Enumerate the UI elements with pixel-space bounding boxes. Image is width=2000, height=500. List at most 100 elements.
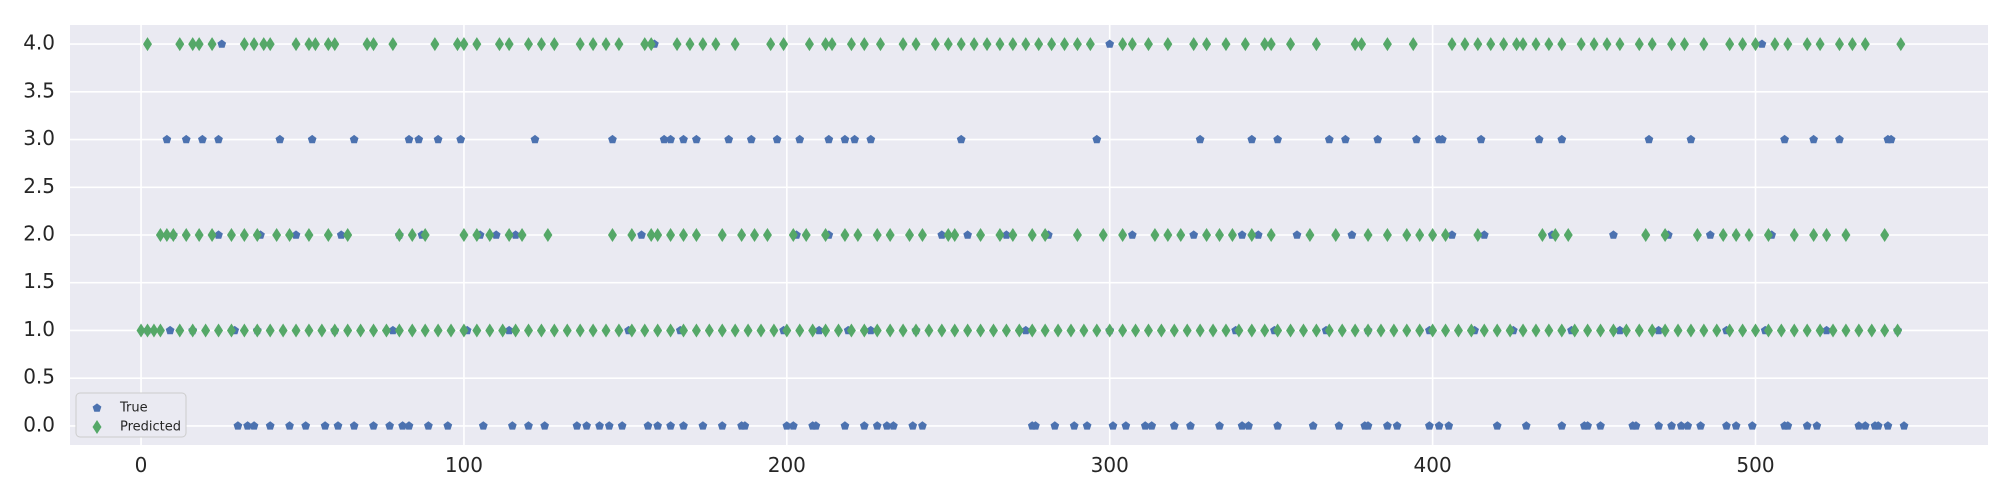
true-point	[1050, 421, 1060, 430]
legend-item-true: True	[92, 401, 148, 416]
predicted-point	[833, 323, 843, 338]
predicted-point	[1466, 323, 1476, 338]
predicted-point	[588, 37, 598, 52]
true-point	[889, 421, 898, 430]
true-point	[840, 134, 850, 144]
predicted-point	[1822, 228, 1832, 242]
true-point	[1557, 134, 1567, 144]
predicted-point	[1692, 228, 1702, 242]
predicted-point	[1221, 37, 1231, 52]
true-point	[918, 421, 927, 430]
true-point	[604, 421, 614, 430]
predicted-point	[672, 37, 682, 52]
predicted-point	[517, 228, 527, 242]
true-point	[840, 421, 850, 430]
predicted-point	[679, 228, 689, 242]
predicted-point	[1615, 37, 1625, 52]
predicted-point	[614, 37, 624, 52]
predicted-point	[1725, 37, 1735, 52]
predicted-point	[885, 323, 895, 338]
predicted-point	[1260, 323, 1270, 338]
predicted-point	[756, 323, 766, 338]
predicted-point	[1763, 323, 1773, 338]
y-tick-label: 1.5	[23, 269, 55, 293]
predicted-point	[1854, 323, 1864, 338]
predicted-point	[433, 323, 443, 338]
predicted-point	[1738, 323, 1748, 338]
predicted-point	[691, 323, 701, 338]
predicted-point	[1331, 228, 1341, 242]
predicted-point	[330, 37, 340, 52]
predicted-point	[1363, 228, 1373, 242]
predicted-point	[766, 37, 776, 52]
predicted-point	[1518, 37, 1528, 52]
y-tick-label: 3.0	[23, 126, 55, 150]
predicted-point	[691, 228, 701, 242]
true-point	[1373, 134, 1383, 144]
predicted-point	[872, 323, 882, 338]
predicted-point	[472, 37, 482, 52]
predicted-point	[898, 323, 908, 338]
true-point	[369, 421, 378, 430]
predicted-point	[459, 37, 469, 52]
predicted-point	[214, 323, 224, 338]
predicted-point	[795, 323, 805, 338]
predicted-point	[601, 37, 611, 52]
predicted-point	[1247, 323, 1257, 338]
predicted-point	[640, 37, 650, 52]
predicted-point	[1563, 228, 1573, 242]
predicted-point	[188, 323, 198, 338]
predicted-point	[1621, 323, 1631, 338]
true-point	[478, 421, 488, 430]
predicted-point	[685, 37, 695, 52]
true-point	[1731, 421, 1741, 430]
predicted-point	[1324, 323, 1334, 338]
predicted-point	[1047, 37, 1057, 52]
y-tick-label: 3.5	[23, 78, 55, 102]
predicted-point	[155, 323, 165, 338]
true-point	[530, 134, 540, 144]
predicted-point	[1512, 37, 1522, 52]
predicted-point	[1415, 323, 1425, 338]
true-point	[1812, 421, 1822, 430]
true-point	[1363, 421, 1373, 430]
predicted-point	[698, 37, 708, 52]
true-point	[414, 134, 424, 144]
predicted-point	[239, 228, 249, 242]
predicted-point	[711, 37, 721, 52]
predicted-point	[1738, 37, 1748, 52]
predicted-point	[1163, 228, 1173, 242]
predicted-point	[1731, 228, 1741, 242]
predicted-point	[1486, 37, 1496, 52]
predicted-point	[976, 323, 986, 338]
predicted-point	[362, 37, 372, 52]
true-point	[404, 421, 414, 430]
true-point	[1334, 421, 1344, 430]
true-point	[617, 421, 627, 430]
predicted-point	[782, 323, 792, 338]
true-point	[1189, 230, 1199, 239]
true-point	[1654, 421, 1663, 430]
predicted-point	[511, 323, 521, 338]
predicted-point	[1531, 323, 1541, 338]
predicted-point	[717, 323, 727, 338]
predicted-point	[394, 323, 404, 338]
true-point	[165, 325, 175, 335]
true-point	[1412, 134, 1421, 144]
predicted-point	[1802, 323, 1812, 338]
predicted-point	[804, 37, 814, 52]
predicted-point	[1266, 37, 1276, 52]
true-point	[1557, 421, 1567, 430]
true-point	[1686, 134, 1696, 144]
predicted-point	[1027, 323, 1037, 338]
predicted-point	[1408, 37, 1418, 52]
true-point	[1722, 421, 1731, 430]
predicted-point	[821, 228, 831, 242]
predicted-point	[1060, 37, 1070, 52]
predicted-point	[394, 228, 404, 242]
true-point	[1883, 421, 1893, 430]
y-tick-label: 1.0	[23, 317, 55, 341]
predicted-point	[356, 323, 366, 338]
predicted-point	[607, 228, 617, 242]
predicted-point	[1841, 323, 1851, 338]
